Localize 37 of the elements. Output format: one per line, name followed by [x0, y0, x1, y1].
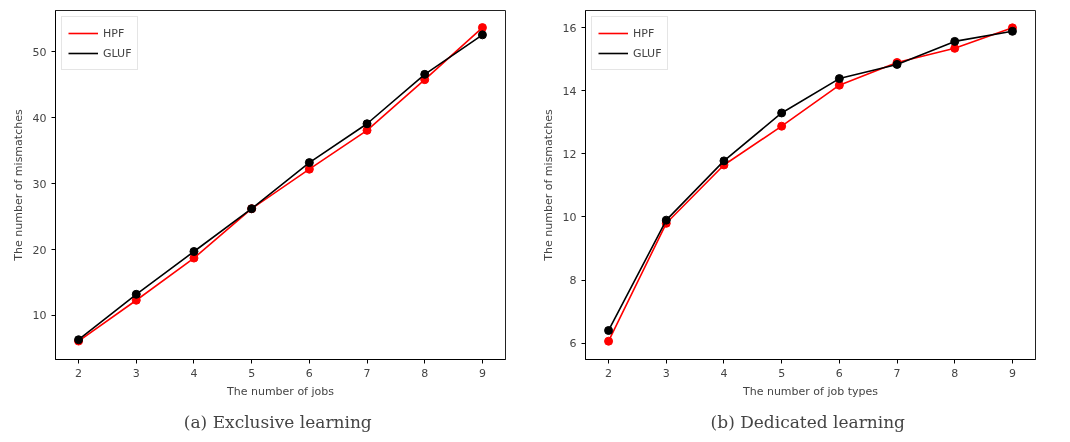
y-tick-label: 30	[32, 177, 47, 191]
y-tick-label: 50	[32, 45, 47, 59]
x-tick-label: 9	[478, 366, 486, 380]
y-tick-label: 20	[32, 243, 47, 257]
y-tick-label: 12	[562, 147, 577, 161]
y-tick-label: 8	[569, 274, 577, 288]
legend-label: HPF	[633, 26, 655, 40]
x-tick-label: 3	[662, 366, 670, 380]
x-tick-label: 9	[1008, 366, 1016, 380]
x-axis-title: The number of job types	[741, 384, 879, 398]
y-axis-title: The number of mismatches	[541, 109, 555, 262]
y-axis-title: The number of mismatches	[11, 109, 25, 262]
x-tick-label: 5	[778, 366, 786, 380]
legend-label: GLUF	[103, 46, 132, 60]
y-tick-label: 10	[32, 309, 47, 323]
y-tick-label: 14	[562, 84, 577, 98]
x-tick-label: 2	[75, 366, 83, 380]
x-tick-label: 7	[363, 366, 371, 380]
text: (a) Exclusive learning	[183, 411, 372, 432]
x-axis-title: The number of jobs	[226, 384, 335, 398]
x-tick-label: 2	[605, 366, 613, 380]
x-tick-label: 4	[720, 366, 728, 380]
x-tick-label: 3	[132, 366, 140, 380]
x-tick-label: 6	[305, 366, 313, 380]
x-tick-label: 8	[951, 366, 959, 380]
x-tick-label: 8	[421, 366, 429, 380]
legend-label: HPF	[103, 26, 125, 40]
y-tick-label: 10	[562, 211, 577, 224]
y-tick-label: 16	[562, 21, 577, 35]
y-tick-label: 40	[32, 111, 47, 125]
x-tick-label: 4	[190, 366, 198, 380]
y-tick-label: 6	[569, 337, 577, 351]
legend-label: GLUF	[633, 46, 662, 60]
x-tick-label: 5	[248, 366, 256, 380]
text: (b) Dedicated learning	[710, 411, 906, 432]
x-tick-label: 7	[893, 366, 901, 380]
x-tick-label: 6	[835, 366, 843, 380]
